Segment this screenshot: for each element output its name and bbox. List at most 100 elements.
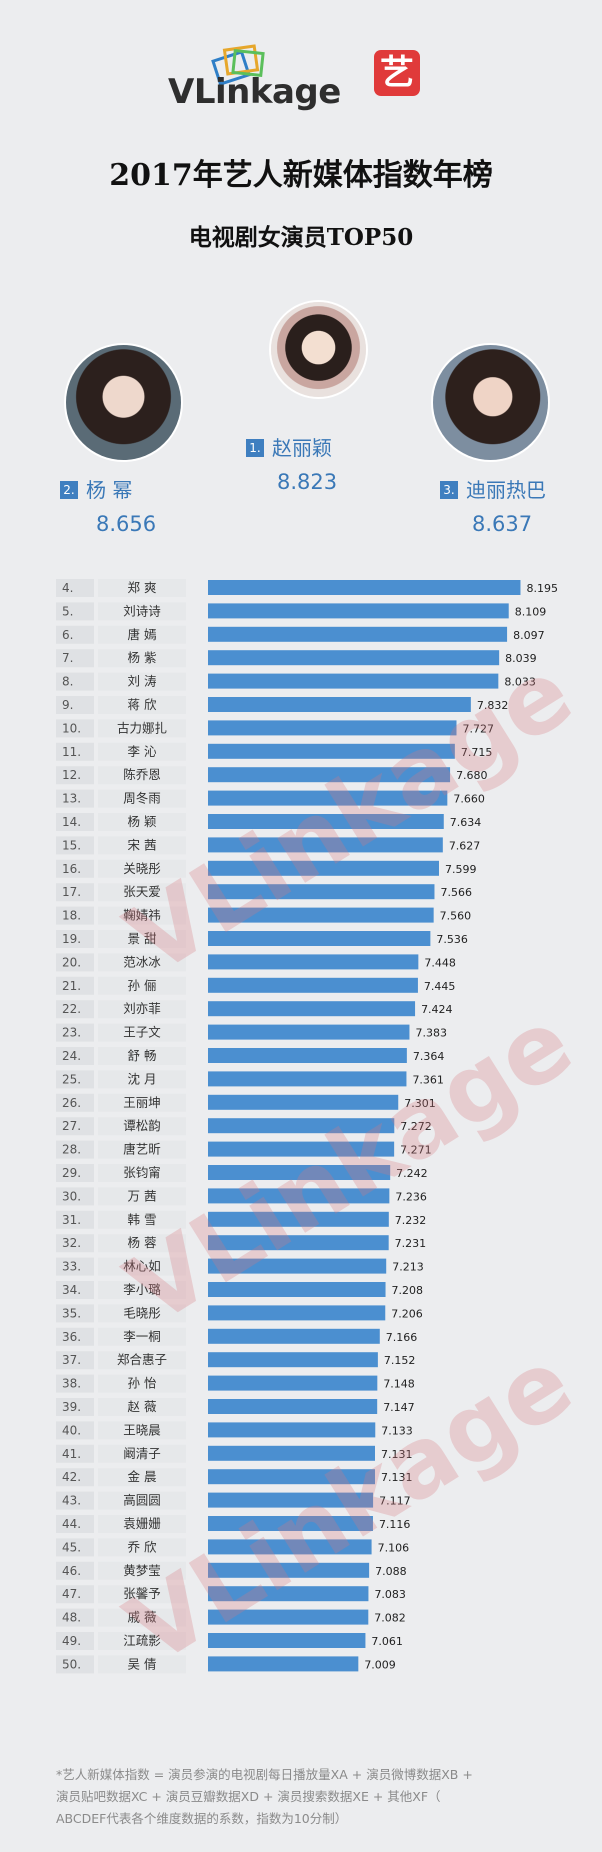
name-label: 关晓彤 — [123, 861, 161, 876]
bar — [208, 697, 471, 712]
bar — [208, 720, 457, 736]
rank-label: 47. — [62, 1587, 81, 1601]
value-label: 7.082 — [374, 1612, 406, 1625]
name-label: 古力娜扎 — [117, 720, 167, 735]
bar — [208, 954, 419, 970]
name-label: 孙 怡 — [128, 1376, 157, 1391]
rank-label: 4. — [62, 581, 73, 595]
rank-cell — [56, 1515, 94, 1533]
name-cell — [98, 1632, 186, 1650]
rank-cell — [56, 1187, 94, 1206]
rank-cell — [56, 1538, 94, 1557]
rank-cell — [56, 1257, 94, 1276]
rank-label: 40. — [62, 1423, 81, 1437]
rank-cell — [56, 1070, 94, 1089]
name-cell — [98, 1398, 186, 1416]
bar — [208, 1445, 376, 1461]
name-label: 赵 薇 — [128, 1399, 157, 1414]
name-label: 江疏影 — [123, 1633, 161, 1648]
avatar-rank-3 — [433, 345, 548, 460]
logo: VLinkage 艺 — [0, 42, 602, 112]
name-label: 景 甜 — [128, 931, 157, 946]
rank-cell — [56, 836, 94, 855]
bar — [208, 790, 448, 806]
bar — [208, 626, 508, 642]
rank-label: 27. — [62, 1119, 81, 1133]
value-label: 7.232 — [395, 1214, 427, 1227]
bar — [208, 1375, 378, 1391]
bar — [208, 1048, 407, 1063]
name-label: 宋 茜 — [128, 837, 157, 852]
name-label: 鞠婧祎 — [123, 908, 161, 923]
rank-label: 6. — [62, 628, 73, 642]
rank-cell — [56, 953, 94, 972]
rank-label: 25. — [62, 1072, 81, 1086]
rank-cell — [56, 906, 94, 925]
podium-second-rank: 2. — [60, 481, 78, 499]
bar — [208, 1094, 399, 1110]
name-cell — [98, 1281, 186, 1299]
name-cell — [98, 1140, 186, 1159]
name-cell — [98, 1351, 186, 1370]
rank-cell — [56, 602, 94, 621]
name-cell — [98, 836, 186, 855]
rank-label: 16. — [62, 862, 81, 876]
name-cell — [98, 1515, 186, 1533]
yi-badge-icon: 艺 — [374, 50, 420, 96]
name-label: 蒋 欣 — [128, 697, 157, 712]
rank-label: 29. — [62, 1166, 81, 1180]
rank-cell — [56, 766, 94, 785]
rank-cell — [56, 696, 94, 714]
name-cell — [98, 1304, 186, 1323]
value-label: 7.117 — [379, 1495, 411, 1508]
rank-label: 30. — [62, 1189, 81, 1203]
bar — [208, 1258, 387, 1274]
footnote: *艺人新媒体指数 = 演员参演的电视剧每日播放量XA + 演员微博数据XB + … — [56, 1764, 556, 1830]
name-cell — [98, 1374, 186, 1393]
rank-cell — [56, 1585, 94, 1604]
name-cell — [98, 602, 186, 621]
value-label: 7.242 — [396, 1167, 428, 1180]
bar — [208, 1656, 359, 1672]
rank-cell — [56, 1281, 94, 1299]
name-cell — [98, 1561, 186, 1580]
rank-cell — [56, 1210, 94, 1229]
footnote-line-3: ABCDEF代表各个维度数据的系数，指数为10分制） — [56, 1811, 348, 1826]
podium-first-name: 1. 赵丽颖 — [246, 432, 332, 461]
name-cell — [98, 789, 186, 808]
name-label: 周冬雨 — [123, 791, 161, 806]
bar — [208, 1282, 386, 1297]
podium-third-rank: 3. — [440, 481, 458, 499]
rank-cell — [56, 859, 94, 878]
name-label: 黄梦莹 — [123, 1563, 161, 1578]
rank-cell — [56, 1023, 94, 1042]
rank-label: 8. — [62, 675, 73, 689]
name-label: 王子文 — [123, 1025, 161, 1040]
podium-third-name-text: 迪丽热巴 — [466, 478, 546, 502]
podium-first-rank: 1. — [246, 439, 264, 457]
value-label: 7.361 — [412, 1073, 444, 1086]
name-label: 王晓晨 — [123, 1422, 161, 1437]
rank-label: 22. — [62, 1002, 81, 1016]
page-title: 2017年艺人新媒体指数年榜 — [109, 158, 493, 193]
bar — [208, 580, 521, 595]
name-label: 杨 紫 — [128, 650, 157, 665]
rank-label: 33. — [62, 1260, 81, 1274]
name-cell — [98, 1585, 186, 1604]
name-label: 张钧甯 — [123, 1165, 161, 1180]
rank-label: 5. — [62, 604, 73, 618]
value-label: 7.727 — [462, 722, 494, 735]
name-label: 金 晨 — [128, 1469, 157, 1484]
footnote-line-1: *艺人新媒体指数 = 演员参演的电视剧每日播放量XA + 演员微博数据XB + — [56, 1767, 473, 1782]
rank-cell — [56, 1444, 94, 1463]
name-label: 戚 薇 — [128, 1610, 157, 1625]
name-cell — [98, 1117, 186, 1136]
name-cell — [98, 1491, 186, 1510]
name-cell — [98, 696, 186, 714]
rank-cell — [56, 789, 94, 808]
value-label: 8.033 — [504, 676, 536, 689]
rank-cell — [56, 1632, 94, 1650]
bar — [208, 1352, 378, 1368]
bar — [208, 1539, 372, 1555]
name-label: 林心如 — [123, 1259, 161, 1274]
